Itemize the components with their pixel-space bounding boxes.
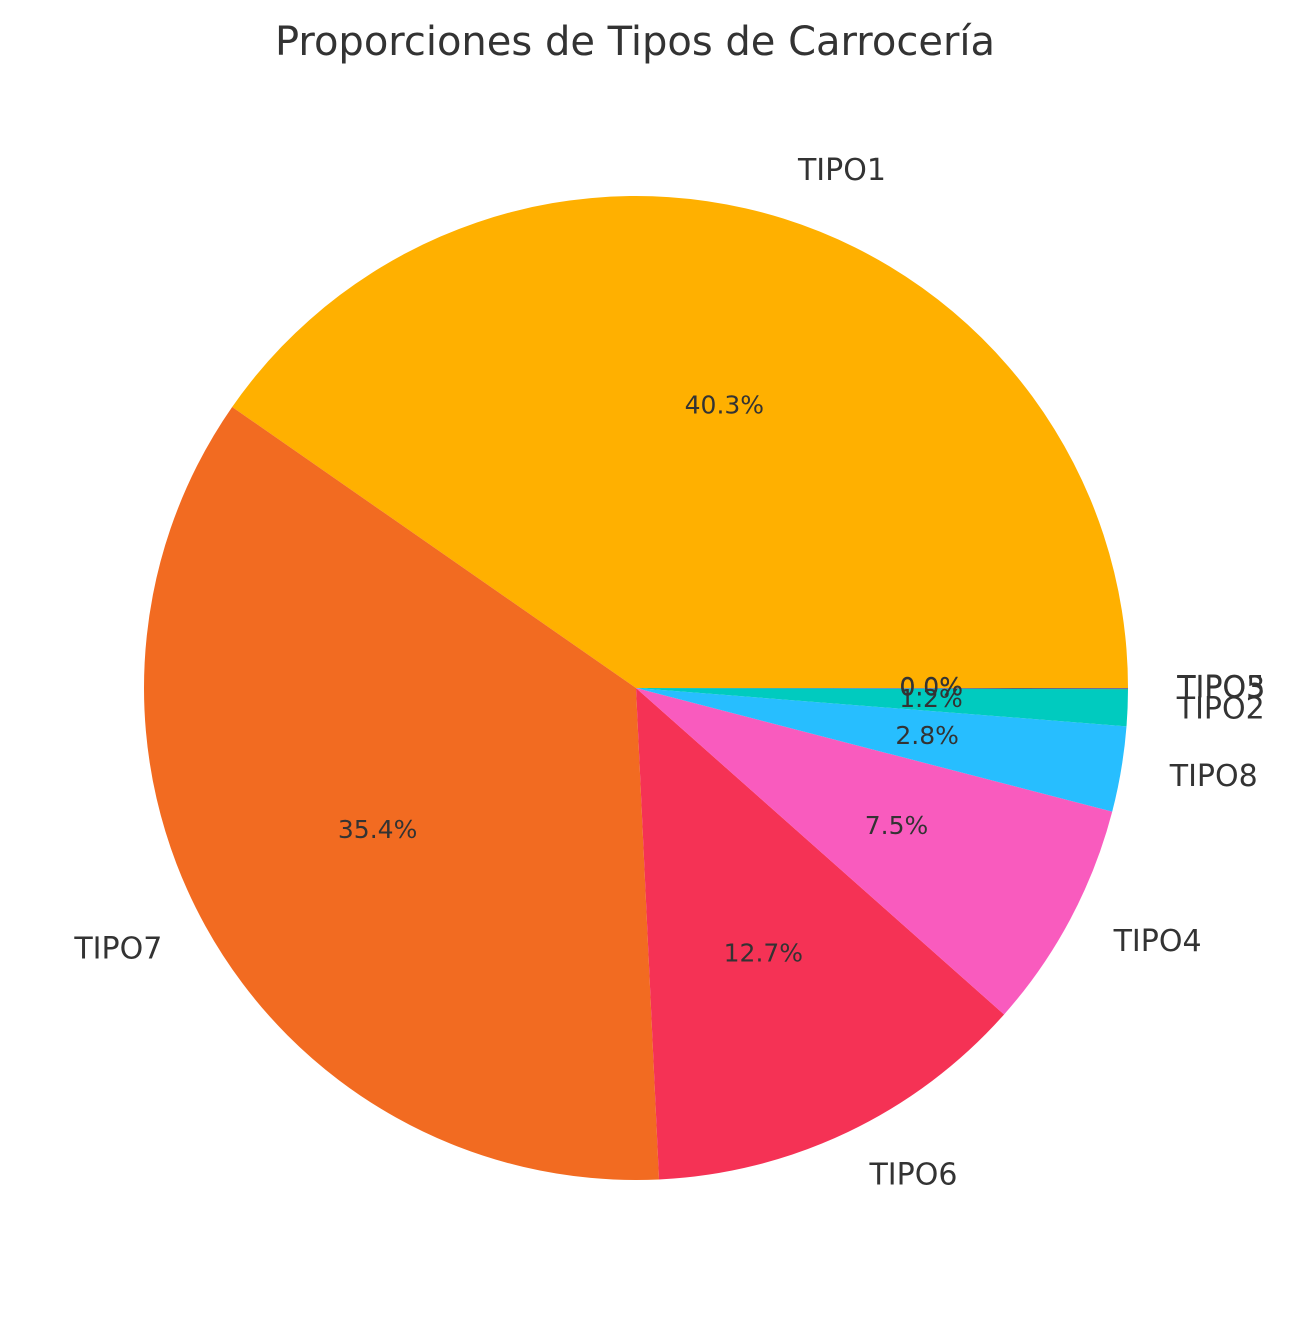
slice-label-tipo7: TIPO7 [73,931,162,966]
slice-label-tipo8: TIPO8 [1169,759,1258,794]
slice-label-tipo6: TIPO6 [868,1158,957,1193]
slice-label-tipo4: TIPO4 [1113,924,1202,959]
pct-label-tipo4: 7.5% [865,811,929,840]
slice-label-tipo5: TIPO5 [1176,670,1265,705]
chart-title: Proporciones de Tipos de Carrocería [275,19,995,65]
pct-label-tipo8: 2.8% [895,721,959,750]
pct-label-tipo5: 0.0% [899,672,963,701]
pct-label-tipo1: 40.3% [685,390,764,419]
pie-slices [144,196,1128,1180]
slice-label-tipo1: TIPO1 [797,153,886,188]
pct-label-tipo7: 35.4% [338,815,417,844]
pct-label-tipo6: 12.7% [724,938,803,967]
